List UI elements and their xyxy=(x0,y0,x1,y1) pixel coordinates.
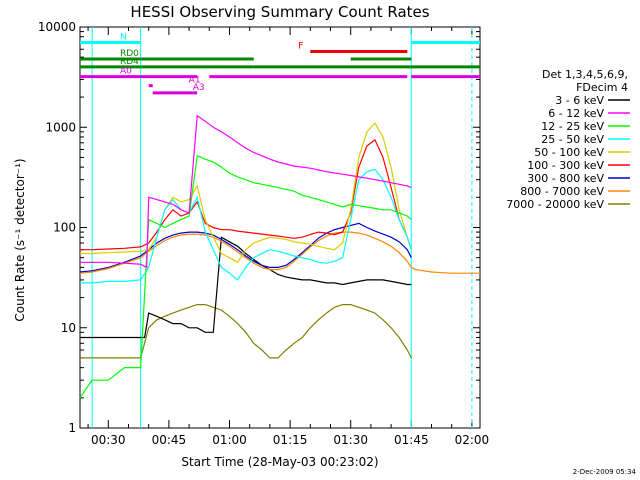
x-axis-label: Start Time (28-May-03 00:23:02) xyxy=(181,455,378,469)
x-tick-label: 01:30 xyxy=(333,433,368,447)
x-tick-label: 01:00 xyxy=(212,433,247,447)
legend-entry-label: 12 - 25 keV xyxy=(541,120,604,133)
x-tick-label: 01:45 xyxy=(394,433,429,447)
y-axis-label: Count Rate (s⁻¹ detector⁻¹) xyxy=(13,158,27,321)
y-tick-label: 10 xyxy=(61,321,76,335)
x-tick-label: 02:00 xyxy=(455,433,490,447)
state-label: A3 xyxy=(193,83,205,93)
x-tick-label: 00:30 xyxy=(91,433,126,447)
legend-entry-label: 300 - 800 keV xyxy=(527,172,604,185)
legend-entry-label: 100 - 300 keV xyxy=(527,159,604,172)
state-label: F xyxy=(298,41,303,51)
x-tick-label: 00:45 xyxy=(152,433,187,447)
legend-entry-label: 800 - 7000 keV xyxy=(520,185,604,198)
series-line-3 xyxy=(79,154,412,399)
y-tick-label: 1000 xyxy=(45,120,76,134)
legend-header: FDecim 4 xyxy=(576,81,628,94)
y-tick-label: 1 xyxy=(68,421,76,435)
legend-entry-label: 3 - 6 keV xyxy=(555,94,604,107)
series-line-1 xyxy=(80,236,412,339)
state-label: A1 xyxy=(189,76,201,86)
series-line-7 xyxy=(79,222,412,273)
y-tick-label: 10000 xyxy=(38,20,76,34)
legend-entry-label: 7000 - 20000 keV xyxy=(506,198,604,211)
legend-header: Det 1,3,4,5,6,9, xyxy=(542,68,628,81)
legend-entry-label: 50 - 100 keV xyxy=(534,146,604,159)
series-line-8 xyxy=(79,231,480,274)
series-line-9 xyxy=(80,304,412,359)
footer-date: 2-Dec-2009 05:34 xyxy=(573,468,637,476)
series-line-5 xyxy=(80,122,412,264)
state-label: N xyxy=(120,33,127,43)
series-line-4 xyxy=(80,168,412,284)
state-label: RD4 xyxy=(120,57,139,67)
chart-title: HESSI Observing Summary Count Rates xyxy=(130,3,429,21)
y-axis: 1 10 100 1000 10000 xyxy=(38,20,480,435)
series-group xyxy=(79,114,480,399)
x-axis: 00:30 00:45 01:00 01:15 01:30 01:45 02:00 xyxy=(87,27,490,447)
legend-entry-label: 6 - 12 keV xyxy=(548,107,604,120)
vertical-markers xyxy=(91,27,473,428)
legend-entry-label: 25 - 50 keV xyxy=(541,133,604,146)
series-line-2 xyxy=(80,114,412,269)
x-tick-label: 01:15 xyxy=(273,433,308,447)
state-label: A0 xyxy=(120,67,132,77)
y-tick-label: 100 xyxy=(53,221,76,235)
state-label: RD0 xyxy=(120,49,139,59)
